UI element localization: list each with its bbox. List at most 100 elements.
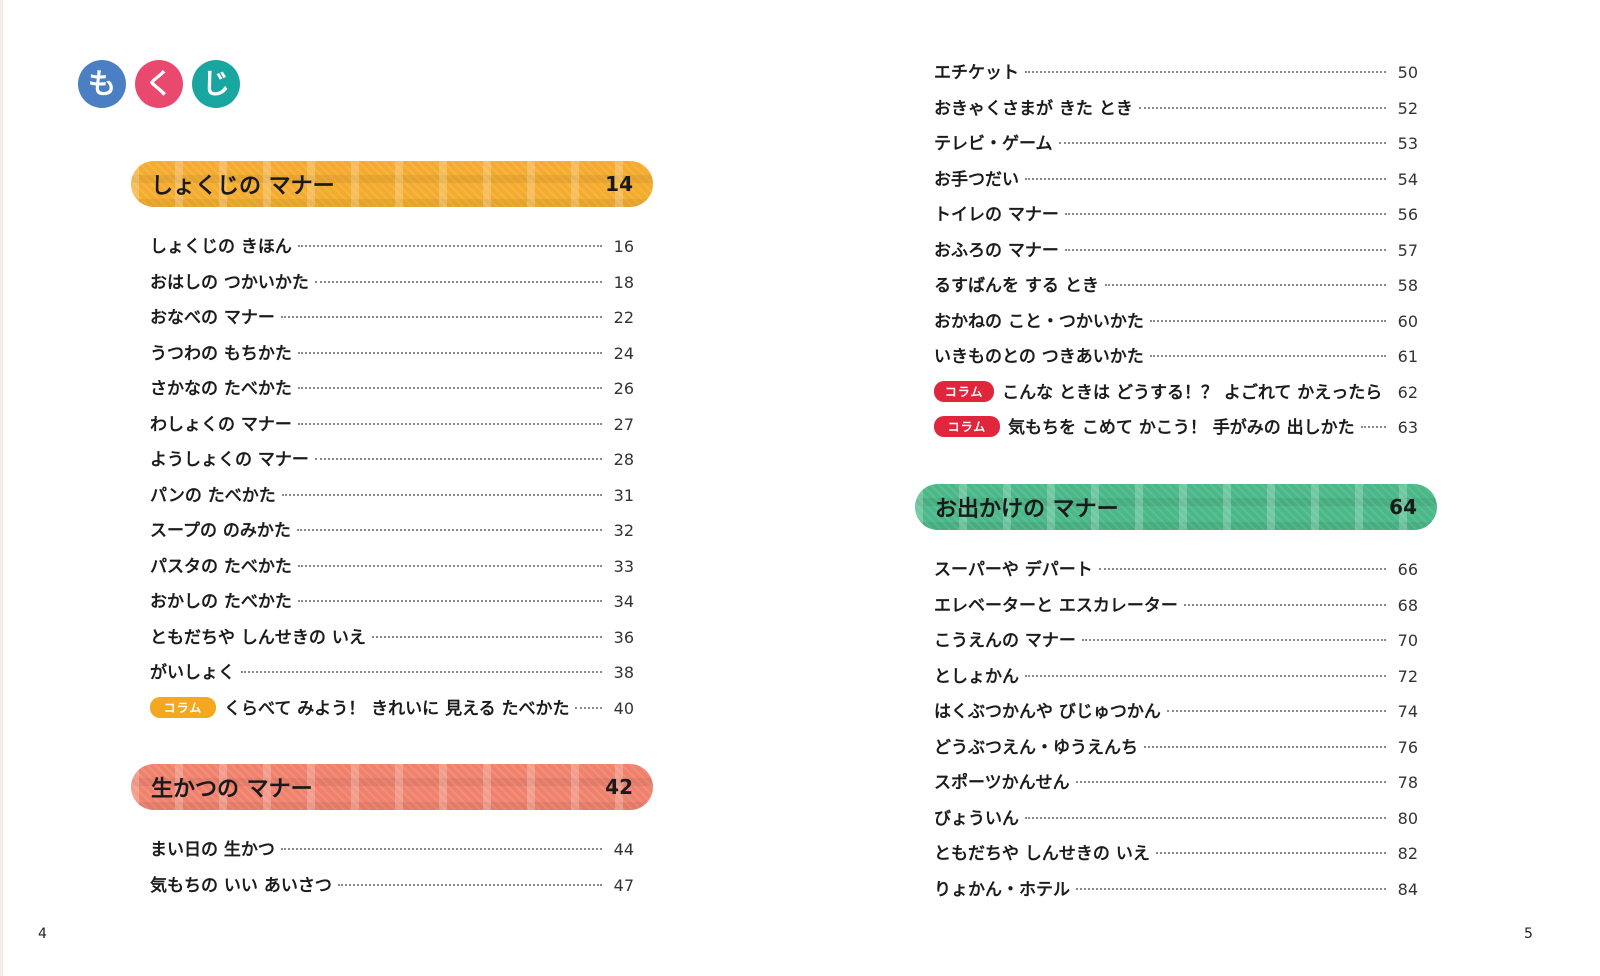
toc-item[interactable]: はくぶつかんや びじゅつかん 74 (934, 697, 1418, 733)
section-header-shokuji[interactable]: しょくじの マナー 14 (131, 161, 653, 207)
toc-item[interactable]: スポーツかんせん 78 (934, 768, 1418, 804)
dot-leader (296, 529, 602, 531)
dot-leader (297, 564, 602, 567)
toc-item-label: テレビ・ゲーム (934, 134, 1053, 154)
toc-item[interactable]: エチケット 50 (934, 58, 1418, 94)
toc-item[interactable]: おなべの マナー 22 (150, 303, 634, 339)
toc-item[interactable]: さかなの たべかた 26 (150, 374, 634, 410)
title-circle-mo: も (78, 60, 126, 108)
dot-leader (280, 316, 602, 318)
dot-leader (1025, 177, 1386, 180)
toc-item-label: おかねの こと・つかいかた (934, 311, 1144, 332)
dot-leader (280, 848, 602, 850)
toc-item-label: おふろの マナー (934, 240, 1059, 261)
toc-item[interactable]: ともだちや しんせきの いえ 36 (150, 623, 634, 659)
toc-item-label: びょういん (934, 808, 1019, 829)
column-badge: コラム (934, 416, 1000, 437)
column-badge: コラム (150, 696, 216, 718)
toc-item-page: 70 (1397, 631, 1418, 650)
toc-item[interactable]: 気もちの いい あいさつ 47 (150, 871, 634, 907)
toc-item[interactable]: りょかん・ホテル 84 (934, 875, 1418, 911)
toc-item[interactable]: こうえんの マナー 70 (934, 626, 1418, 662)
toc-item-page: 63 (1397, 418, 1418, 437)
section-title: お出かけの マナー (935, 497, 1119, 522)
toc-item-label: ようしょくの マナー (150, 450, 309, 470)
section-header-odekake[interactable]: お出かけの マナー 64 (915, 484, 1437, 530)
toc-list-odekake: スーパーや デパート 66 エレベーターと エスカレーター 68 こうえんの マナー… (934, 555, 1418, 910)
toc-item[interactable]: おかしの たべかた 34 (150, 587, 634, 623)
toc-item-label: いきものとの つきあいかた (934, 347, 1144, 367)
toc-item[interactable]: おきゃくさまが きた とき 52 (934, 94, 1418, 130)
toc-item[interactable]: しょくじの きほん 16 (150, 232, 634, 268)
toc-item-page: 26 (613, 379, 634, 398)
dot-leader (297, 600, 602, 602)
dot-leader (1058, 142, 1386, 144)
toc-item[interactable]: どうぶつえん・ゆうえんち 76 (934, 733, 1418, 769)
dot-leader (1098, 568, 1386, 570)
section-header-seikatsu[interactable]: 生かつの マナー 42 (131, 764, 653, 810)
toc-item-label: しょくじの きほん (150, 237, 292, 257)
toc-item[interactable]: いきものとの つきあいかた 61 (934, 342, 1418, 378)
toc-item-page: 36 (613, 627, 634, 647)
section-title: 生かつの マナー (151, 777, 313, 802)
dot-leader (371, 635, 602, 638)
toc-item-label: るすばんを する とき (934, 276, 1099, 296)
toc-item-page: 28 (613, 450, 634, 469)
toc-item-label: おなべの マナー (150, 308, 275, 328)
toc-item[interactable]: びょういん 80 (934, 804, 1418, 840)
toc-item-label: おかしの たべかた (150, 592, 292, 612)
toc-column-item[interactable]: コラム くらべて みよう！ きれいに 見える たべかた 40 (150, 694, 634, 730)
toc-item-page: 72 (1397, 666, 1418, 686)
toc-item[interactable]: うつわの もちかた 24 (150, 339, 634, 375)
toc-item-page: 52 (1397, 98, 1418, 118)
toc-item[interactable]: テレビ・ゲーム 53 (934, 129, 1418, 165)
toc-item-page: 74 (1397, 702, 1418, 721)
toc-title: も く じ (78, 60, 240, 108)
toc-item-label: エチケット (934, 63, 1019, 83)
toc-item-page: 66 (1397, 560, 1418, 579)
toc-item[interactable]: エレベーターと エスカレーター 68 (934, 591, 1418, 627)
toc-item-label: としょかん (934, 666, 1019, 687)
toc-list-seikatsu-left: まい日の 生かつ 44 気もちの いい あいさつ 47 (150, 835, 634, 906)
toc-item-page: 22 (613, 308, 634, 327)
toc-item[interactable]: スープの のみかた 32 (150, 516, 634, 552)
toc-item[interactable]: パンの たべかた 31 (150, 481, 634, 517)
toc-item-label: パンの たべかた (150, 485, 276, 506)
dot-leader (1025, 71, 1386, 73)
toc-item[interactable]: おふろの マナー 57 (934, 236, 1418, 272)
toc-item-page: 80 (1397, 808, 1418, 828)
dot-leader (1025, 816, 1386, 819)
toc-item[interactable]: トイレの マナー 56 (934, 200, 1418, 236)
toc-item[interactable]: ともだちや しんせきの いえ 82 (934, 839, 1418, 875)
toc-item-page: 27 (613, 414, 634, 434)
toc-item-label: 気もちの いい あいさつ (150, 875, 332, 896)
toc-item[interactable]: るすばんを する とき 58 (934, 271, 1418, 307)
toc-item-page: 62 (1397, 382, 1418, 402)
toc-item-page: 53 (1397, 134, 1418, 153)
toc-item[interactable]: ようしょくの マナー 28 (150, 445, 634, 481)
toc-item-page: 32 (613, 521, 634, 540)
dot-leader (297, 387, 602, 389)
dot-leader (1064, 213, 1386, 215)
toc-column-item[interactable]: コラム 気もちを こめて かこう！ 手がみの 出しかた 63 (934, 413, 1418, 449)
toc-item[interactable]: おかねの こと・つかいかた 60 (934, 307, 1418, 343)
dot-leader (1064, 248, 1386, 251)
toc-item-label: まい日の 生かつ (150, 840, 275, 860)
toc-item-label: 気もちを こめて かこう！ 手がみの 出しかた (1008, 418, 1355, 438)
toc-item-label: はくぶつかんや びじゅつかん (934, 702, 1161, 722)
toc-column-item[interactable]: コラム こんな ときは どうする！？ よごれて かえったら 62 (934, 378, 1418, 414)
toc-item-label: りょかん・ホテル (934, 879, 1070, 900)
toc-item[interactable]: がいしょく 38 (150, 658, 634, 694)
toc-item[interactable]: としょかん 72 (934, 662, 1418, 698)
toc-item[interactable]: スーパーや デパート 66 (934, 555, 1418, 591)
toc-item[interactable]: おはしの つかいかた 18 (150, 268, 634, 304)
toc-item[interactable]: パスタの たべかた 33 (150, 552, 634, 588)
toc-item[interactable]: まい日の 生かつ 44 (150, 835, 634, 871)
toc-item[interactable]: お手つだい 54 (934, 165, 1418, 201)
toc-item-page: 38 (613, 663, 634, 682)
toc-item-label: わしょくの マナー (150, 414, 292, 435)
toc-item[interactable]: わしょくの マナー 27 (150, 410, 634, 446)
toc-item-page: 61 (1397, 347, 1418, 366)
toc-item-page: 24 (613, 343, 634, 363)
dot-leader (297, 422, 602, 425)
